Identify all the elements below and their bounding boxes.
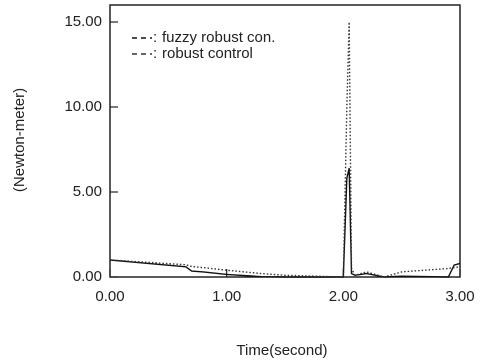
x-tick-label: 1.00	[212, 288, 241, 305]
y-tick-label: 15.00	[64, 13, 102, 30]
x-axis-label: Time(second)	[236, 342, 327, 359]
legend-label: fuzzy robust con.	[162, 29, 275, 46]
series-line	[109, 168, 461, 278]
y-tick-label: 10.00	[64, 98, 102, 115]
x-tick-label: 3.00	[445, 288, 474, 305]
y-axis-label: (Newton-meter)	[11, 88, 28, 192]
legend-colon: :	[153, 29, 157, 46]
y-tick-label: 0.00	[73, 268, 102, 285]
x-tick-label: 2.00	[329, 288, 358, 305]
x-tick-label: 0.00	[95, 288, 124, 305]
legend-colon: :	[153, 45, 157, 62]
y-tick-label: 5.00	[73, 183, 102, 200]
legend-label: robust control	[162, 45, 253, 62]
series-line	[109, 21, 461, 278]
